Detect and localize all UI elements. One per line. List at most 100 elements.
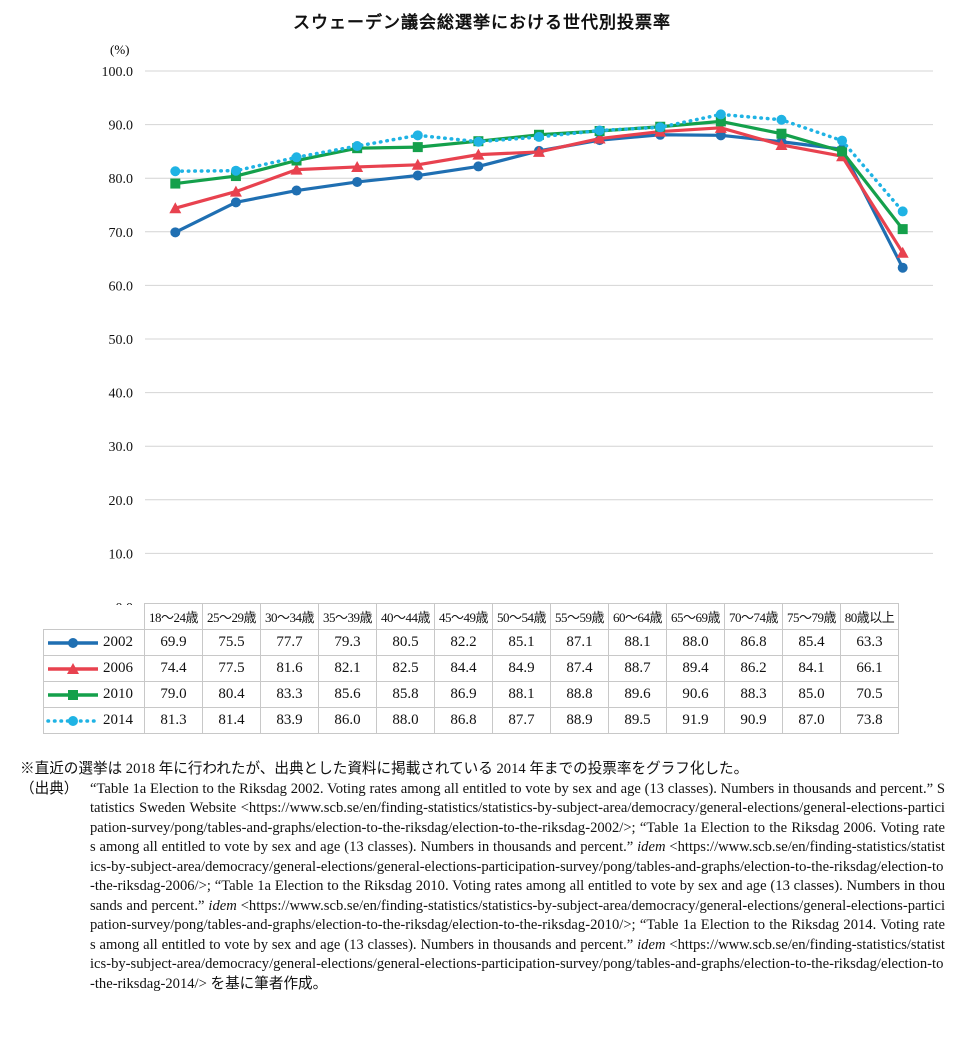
data-label: 90.9 xyxy=(724,707,783,734)
x-tick-label: 50～54歳 xyxy=(492,603,551,630)
point-2010-12 xyxy=(837,146,848,157)
legend-label: 2006 xyxy=(103,660,133,677)
data-label: 85.0 xyxy=(782,681,841,708)
source-segment: <https://www.scb.se/en/finding-statistic… xyxy=(90,839,945,914)
x-tick-label: 45～49歳 xyxy=(434,603,493,630)
data-label: 84.9 xyxy=(492,655,551,682)
legend-label: 2014 xyxy=(103,712,133,729)
point-2014-4 xyxy=(352,141,363,152)
legend-key-2006 xyxy=(48,662,98,674)
data-label: 85.4 xyxy=(782,629,841,656)
data-label: 63.3 xyxy=(840,629,899,656)
point-2006-3 xyxy=(290,163,303,175)
point-2002-2 xyxy=(230,197,241,208)
point-2014-13 xyxy=(897,206,908,217)
point-2014-2 xyxy=(230,165,241,176)
point-2006-13 xyxy=(896,246,909,258)
data-label: 82.5 xyxy=(376,655,435,682)
category-header-row: 18～24歳 25～29歳 30～34歳 35～39歳 40～44歳 45～49歳 50～5… xyxy=(43,603,899,630)
legend-entry: 2002 xyxy=(43,629,145,656)
source-idem: idem xyxy=(637,936,666,953)
x-tick-label: 80歳以上 xyxy=(840,603,899,630)
line-chart: (%) 100.0 90.0 80.0 70.0 60.0 50.0 40.0 30.0 20.… xyxy=(102,42,933,605)
source-idem: idem xyxy=(637,839,666,855)
data-label: 88.0 xyxy=(376,707,435,734)
point-2006-6 xyxy=(472,148,485,160)
point-2010-10 xyxy=(715,116,726,127)
source-prefix: （出典） xyxy=(20,780,79,797)
data-label: 81.4 xyxy=(202,707,261,734)
data-label: 89.5 xyxy=(608,707,667,734)
y-tick-label: 30.0 xyxy=(109,440,134,455)
point-2014-6 xyxy=(473,136,484,147)
y-tick-label: 0.0 xyxy=(116,601,134,605)
data-label: 75.5 xyxy=(202,629,261,656)
legend-key-2010 xyxy=(48,689,98,700)
legend-label: 2010 xyxy=(103,686,133,703)
data-label: 73.8 xyxy=(840,707,899,734)
data-label: 86.0 xyxy=(318,707,377,734)
source-segment: “Table 1a Election to the Riksdag 2002. … xyxy=(90,780,945,856)
point-2002-3 xyxy=(291,185,302,196)
data-label: 88.1 xyxy=(492,681,551,708)
data-label: 82.1 xyxy=(318,655,377,682)
point-2014-3 xyxy=(291,152,302,163)
legend-entry: 2010 xyxy=(43,681,145,708)
data-label: 77.5 xyxy=(202,655,261,682)
data-label: 80.4 xyxy=(202,681,261,708)
data-label: 84.4 xyxy=(434,655,493,682)
data-label: 66.1 xyxy=(840,655,899,682)
point-2006-5 xyxy=(411,158,424,170)
y-tick-label: 60.0 xyxy=(109,279,134,294)
table-row: 2006 74.4 77.5 81.6 82.1 82.5 84.4 84.9 87.4 88.7… xyxy=(43,655,899,682)
data-label: 86.8 xyxy=(724,629,783,656)
x-tick-label: 35～39歳 xyxy=(318,603,377,630)
data-label: 74.4 xyxy=(144,655,203,682)
data-label: 88.9 xyxy=(550,707,609,734)
y-tick-label: 100.0 xyxy=(102,65,134,80)
data-label: 90.6 xyxy=(666,681,725,708)
data-label: 86.8 xyxy=(434,707,493,734)
point-2014-5 xyxy=(412,130,423,141)
y-tick-label: 80.0 xyxy=(109,172,134,187)
x-tick-label: 40～44歳 xyxy=(376,603,435,630)
data-label: 83.9 xyxy=(260,707,319,734)
data-label: 81.3 xyxy=(144,707,203,734)
point-2002-5 xyxy=(412,170,423,181)
point-2006-2 xyxy=(229,185,242,197)
source-segment: <https://www.scb.se/en/finding-statistic… xyxy=(90,936,945,992)
point-2010-1 xyxy=(170,178,181,189)
y-axis-unit: (%) xyxy=(110,42,130,57)
data-label: 79.3 xyxy=(318,629,377,656)
point-2002-10 xyxy=(715,130,726,141)
point-2010-11 xyxy=(776,128,787,139)
point-2014-12 xyxy=(837,135,848,146)
data-label: 89.6 xyxy=(608,681,667,708)
table-row: 2010 79.0 80.4 83.3 85.6 85.8 86.9 88.1 88.8 89.6… xyxy=(43,681,899,708)
point-2014-9 xyxy=(655,122,666,133)
data-label: 70.5 xyxy=(840,681,899,708)
chart-title: スウェーデン議会総選挙における世代別投票率 xyxy=(293,13,671,33)
point-2014-8 xyxy=(594,125,605,136)
data-table: 18～24歳 25～29歳 30～34歳 35～39歳 40～44歳 45～49歳 50～5… xyxy=(43,603,899,734)
data-label: 79.0 xyxy=(144,681,203,708)
x-tick-label: 60～64歳 xyxy=(608,603,667,630)
point-2014-10 xyxy=(715,109,726,120)
point-2010-13 xyxy=(897,224,908,235)
y-tick-label: 90.0 xyxy=(109,119,134,134)
data-label: 85.1 xyxy=(492,629,551,656)
data-label: 83.3 xyxy=(260,681,319,708)
data-label: 69.9 xyxy=(144,629,203,656)
legend-entry: 2014 xyxy=(43,707,145,734)
point-2006-8 xyxy=(593,132,606,144)
legend-key-2014 xyxy=(46,715,100,726)
notes: ※直近の選挙は 2018 年に行われたが、出典とした資料に掲載されている 201… xyxy=(20,760,945,994)
source-segment: <https://www.scb.se/en/finding-statistic… xyxy=(90,897,945,953)
legend-label: 2002 xyxy=(103,634,133,651)
table-row: 2002 69.9 75.5 77.7 79.3 80.5 82.2 85.1 87.1 88.1… xyxy=(43,629,899,656)
data-label: 84.1 xyxy=(782,655,841,682)
data-label: 86.9 xyxy=(434,681,493,708)
source-citation: （出典） “Table 1a Election to the Riksdag 2… xyxy=(20,780,945,995)
data-label: 88.1 xyxy=(608,629,667,656)
point-2014-11 xyxy=(776,114,787,125)
